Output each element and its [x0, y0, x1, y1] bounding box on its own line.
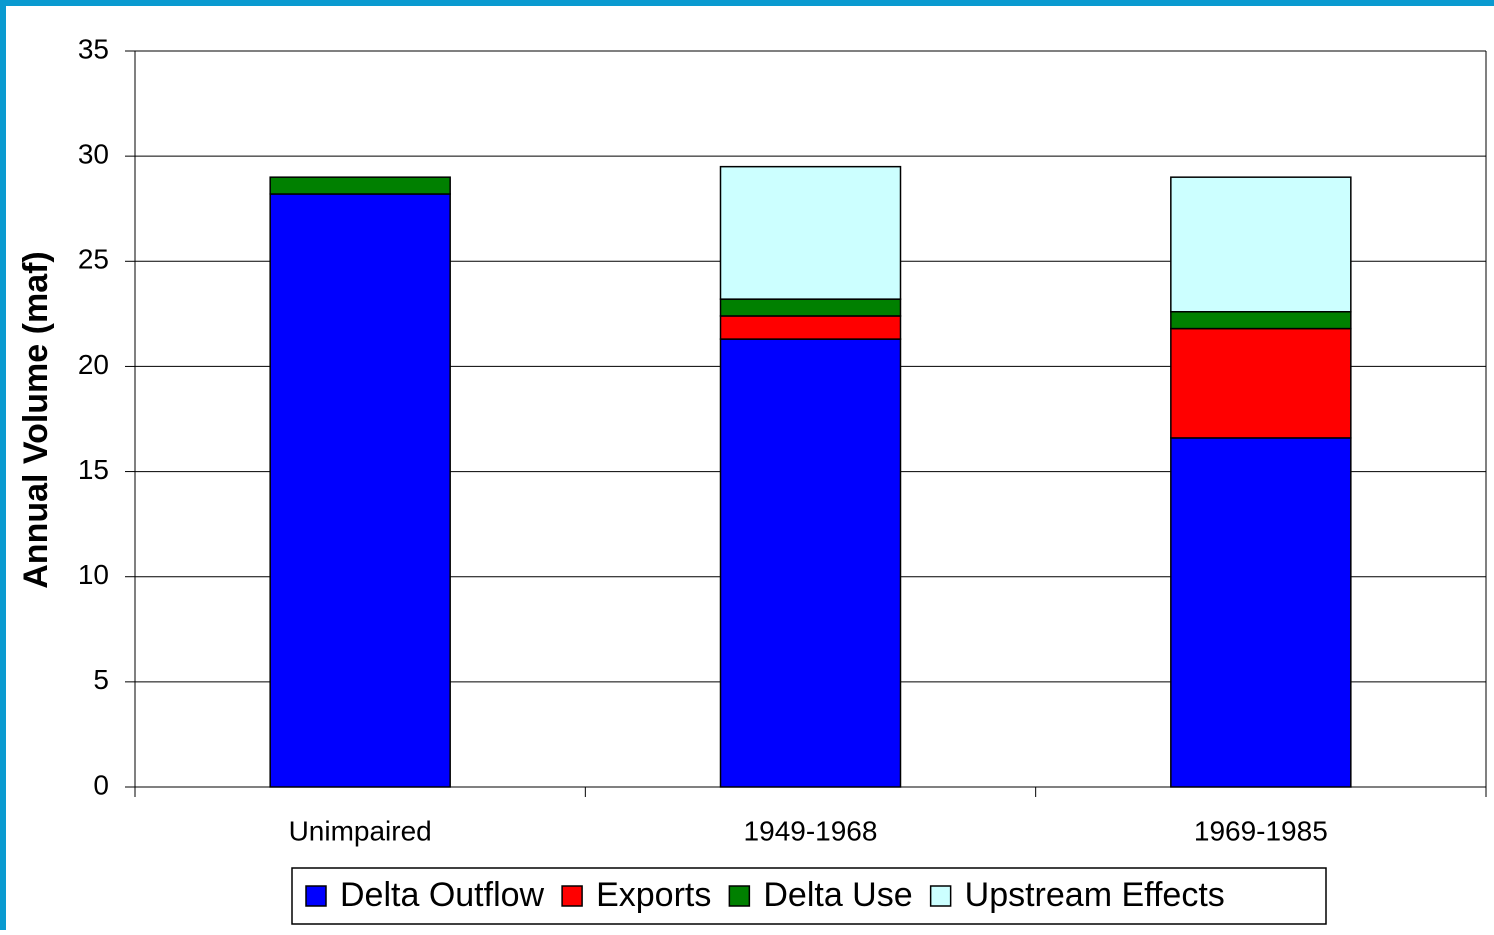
y-axis-label: Annual Volume (maf) — [17, 251, 55, 589]
y-tick-label: 10 — [78, 559, 109, 590]
frame-top — [0, 0, 1494, 6]
bar-segment — [1170, 311, 1352, 330]
bar-segment — [1170, 437, 1352, 788]
legend-swatch — [929, 885, 952, 907]
legend-swatch — [561, 885, 583, 907]
y-tick-label: 35 — [78, 33, 109, 64]
bar-segment — [269, 193, 451, 788]
y-tick-label: 0 — [93, 769, 109, 800]
legend-swatch — [728, 885, 751, 907]
bar-segment — [719, 315, 902, 340]
bar-segment — [1170, 176, 1352, 313]
legend-label: Upstream Effects — [965, 876, 1225, 914]
bar-segment — [719, 298, 902, 317]
bar-segment — [1170, 327, 1352, 439]
bar-segment — [719, 165, 902, 300]
y-tick-label: 20 — [78, 349, 109, 380]
x-tick-label: 1949-1968 — [744, 815, 878, 846]
bar-segment — [269, 176, 451, 195]
legend-box — [291, 867, 1327, 925]
y-tick-label: 30 — [78, 139, 109, 170]
legend-label: Delta Outflow — [340, 876, 545, 914]
legend-label: Exports — [596, 876, 711, 914]
legend-swatch — [305, 885, 327, 907]
legend-label: Delta Use — [763, 876, 912, 914]
y-tick-label: 15 — [78, 454, 109, 485]
frame-left — [0, 0, 6, 930]
bar-segment — [719, 338, 902, 788]
x-tick-label: Unimpaired — [289, 815, 432, 846]
y-tick-label: 25 — [78, 244, 109, 275]
x-tick-label: 1969-1985 — [1194, 815, 1328, 846]
y-tick-label: 5 — [93, 664, 109, 695]
